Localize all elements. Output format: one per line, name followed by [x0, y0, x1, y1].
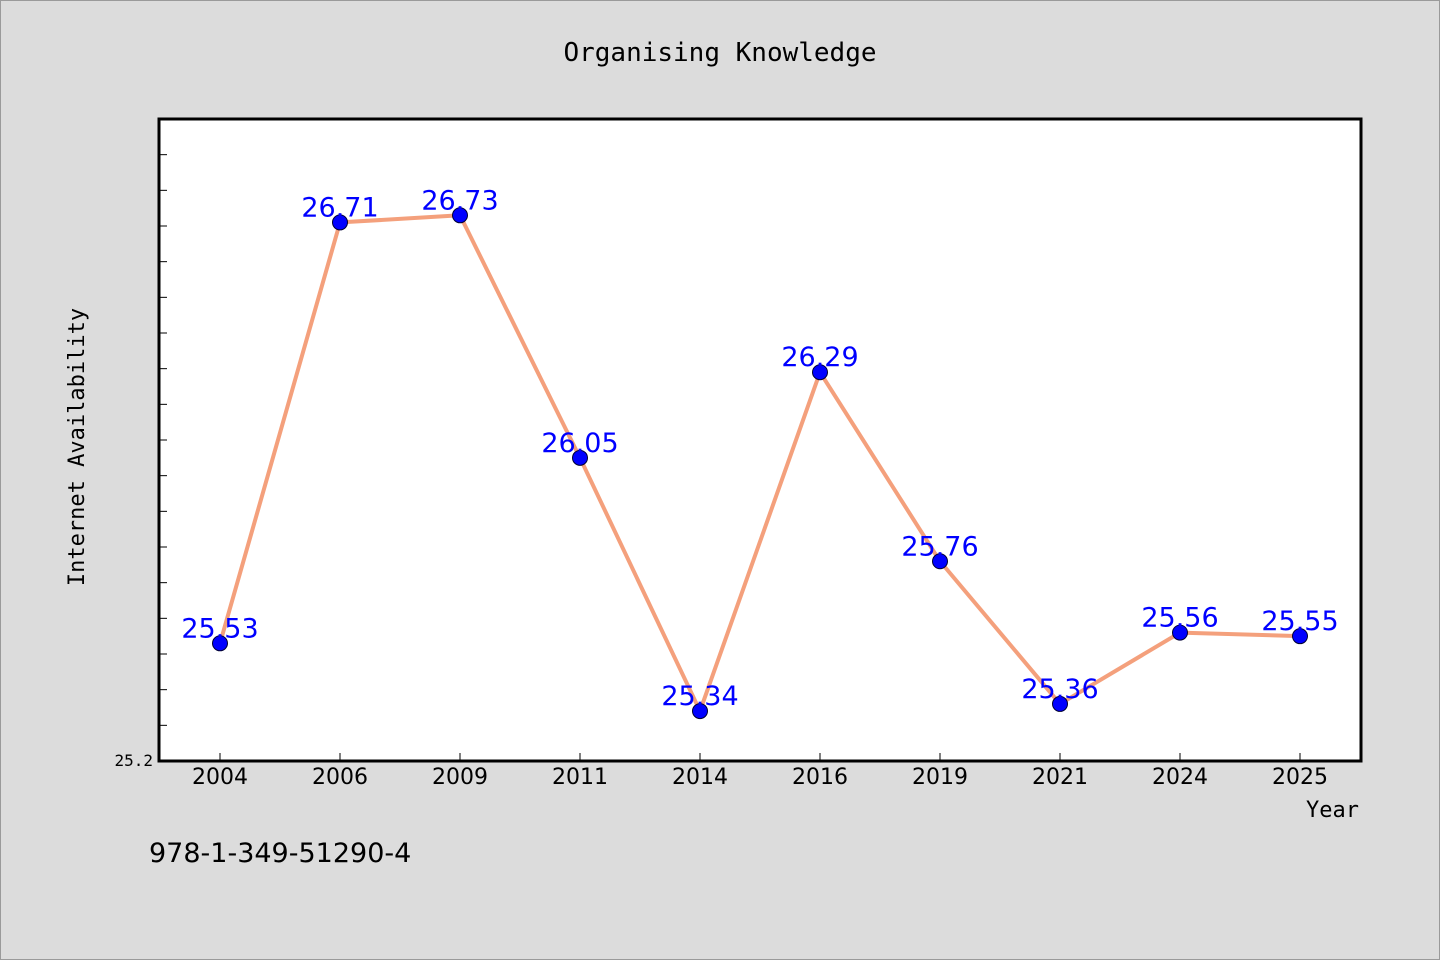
series-line [218, 213, 1302, 714]
data-labels: 25.53 26.71 26.73 26.05 25.34 26.29 25.76 25.36… [181, 185, 1338, 712]
x-tick-label: 2004 [192, 765, 248, 790]
data-label: 26.29 [781, 342, 858, 373]
x-axis-tick-labels: 2004 2006 2009 2011 2014 2016 2019 2021 2024 2025 [192, 765, 1328, 790]
x-tick-label: 2014 [672, 765, 728, 790]
data-label: 25.34 [661, 681, 738, 712]
data-point [1052, 695, 1068, 712]
data-point [452, 207, 468, 224]
data-label: 26.73 [421, 185, 498, 216]
data-point [932, 553, 948, 570]
x-tick-label: 2006 [312, 765, 368, 790]
data-point [1292, 628, 1308, 645]
y-axis-ticks [159, 118, 167, 762]
data-label: 26.05 [541, 428, 618, 459]
series-markers [212, 207, 1308, 720]
x-tick-label: 2021 [1032, 765, 1088, 790]
data-point [1172, 624, 1188, 641]
x-tick-label: 2024 [1152, 765, 1208, 790]
data-label: 25.36 [1021, 674, 1098, 705]
data-label: 25.55 [1261, 606, 1338, 637]
plot-area [157, 117, 1363, 763]
data-point [332, 214, 348, 231]
data-label: 25.56 [1141, 603, 1218, 634]
data-label: 25.53 [181, 613, 258, 644]
x-tick-label: 2019 [912, 765, 968, 790]
data-point [572, 449, 588, 466]
series-lines [218, 213, 1302, 714]
isbn-text: 978-1-349-51290-4 [149, 838, 411, 869]
x-tick-label: 2025 [1272, 765, 1328, 790]
data-label: 26.71 [301, 192, 378, 223]
data-point [212, 635, 228, 652]
y-axis-label: Internet Availability [65, 308, 90, 586]
data-label: 25.76 [901, 531, 978, 562]
y-tick-label: 25.2 [114, 751, 153, 770]
x-tick-label: 2016 [792, 765, 848, 790]
chart-title: Organising Knowledge [563, 38, 876, 68]
data-point [692, 703, 708, 720]
x-tick-label: 2009 [432, 765, 488, 790]
x-tick-label: 2011 [552, 765, 608, 790]
x-axis-ticks [219, 753, 1301, 761]
data-point [812, 364, 828, 381]
y-axis-tick-labels: 25.2 [114, 751, 153, 770]
x-axis-label: Year [1306, 798, 1359, 823]
